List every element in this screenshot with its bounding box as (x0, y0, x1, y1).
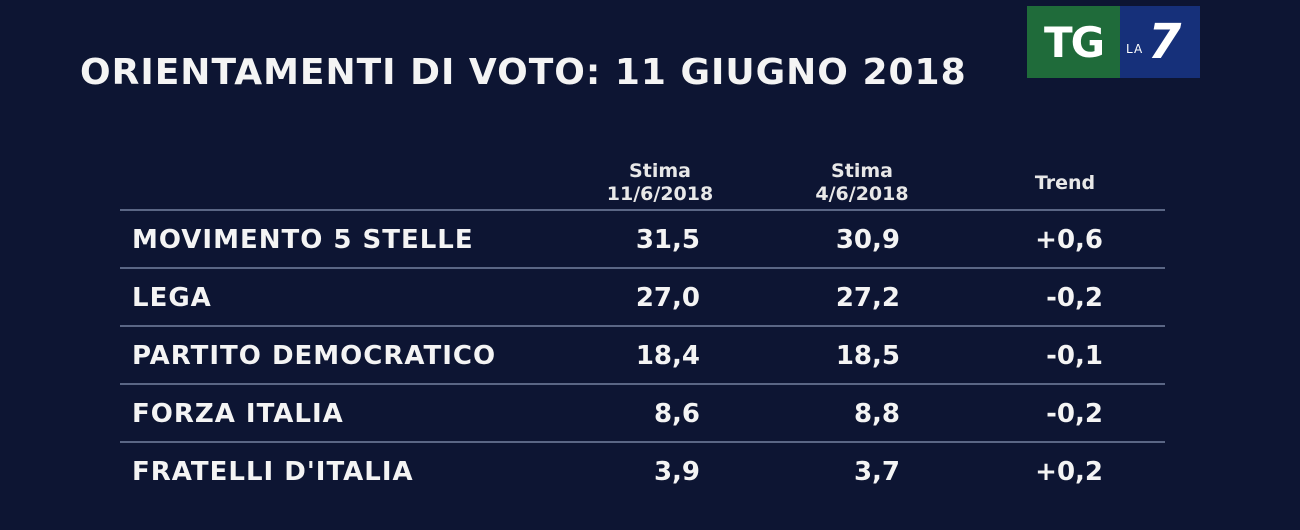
estimate-11-6: 8,6 (653, 399, 700, 429)
estimate-11-6: 18,4 (635, 341, 700, 371)
estimate-11-6: 31,5 (635, 225, 700, 255)
trend-value: +0,6 (1035, 225, 1103, 255)
logo-la7-block: LA 7 (1120, 6, 1200, 78)
column-header-stima-4-6: Stima 4/6/2018 (772, 160, 952, 206)
trend-value: -0,1 (1046, 341, 1103, 371)
estimate-4-6: 18,5 (835, 341, 900, 371)
column-header-trend: Trend (975, 172, 1155, 195)
table-row: MOVIMENTO 5 STELLE 31,5 30,9 +0,6 (120, 209, 1165, 267)
party-name: LEGA (132, 283, 212, 313)
column-header-label: Stima (629, 160, 691, 182)
column-header-stima-11-6: Stima 11/6/2018 (570, 160, 750, 206)
column-header-label: Stima (831, 160, 893, 182)
column-header-date: 4/6/2018 (815, 183, 909, 205)
party-name: FRATELLI D'ITALIA (132, 457, 414, 487)
estimate-4-6: 30,9 (835, 225, 900, 255)
logo-la-text: LA (1126, 42, 1144, 56)
page-title: ORIENTAMENTI DI VOTO: 11 GIUGNO 2018 (80, 52, 967, 93)
estimate-4-6: 27,2 (835, 283, 900, 313)
logo-tg-text: TG (1043, 17, 1105, 67)
estimate-4-6: 3,7 (853, 457, 900, 487)
party-name: MOVIMENTO 5 STELLE (132, 225, 474, 255)
trend-value: -0,2 (1046, 283, 1103, 313)
trend-value: -0,2 (1046, 399, 1103, 429)
party-name: PARTITO DEMOCRATICO (132, 341, 497, 371)
estimate-11-6: 3,9 (653, 457, 700, 487)
estimate-4-6: 8,8 (853, 399, 900, 429)
party-name: FORZA ITALIA (132, 399, 344, 429)
table-row: LEGA 27,0 27,2 -0,2 (120, 267, 1165, 325)
table-row: FORZA ITALIA 8,6 8,8 -0,2 (120, 383, 1165, 441)
tg-la7-logo: TG LA 7 (1027, 6, 1200, 78)
table-row: PARTITO DEMOCRATICO 18,4 18,5 -0,1 (120, 325, 1165, 383)
estimate-11-6: 27,0 (635, 283, 700, 313)
trend-value: +0,2 (1035, 457, 1103, 487)
logo-seven-text: 7 (1148, 14, 1182, 70)
table-row: FRATELLI D'ITALIA 3,9 3,7 +0,2 (120, 441, 1165, 499)
logo-tg-block: TG (1027, 6, 1120, 78)
poll-table: MOVIMENTO 5 STELLE 31,5 30,9 +0,6 LEGA 2… (120, 209, 1165, 499)
column-header-label: Trend (1034, 172, 1096, 194)
column-header-date: 11/6/2018 (606, 183, 714, 205)
